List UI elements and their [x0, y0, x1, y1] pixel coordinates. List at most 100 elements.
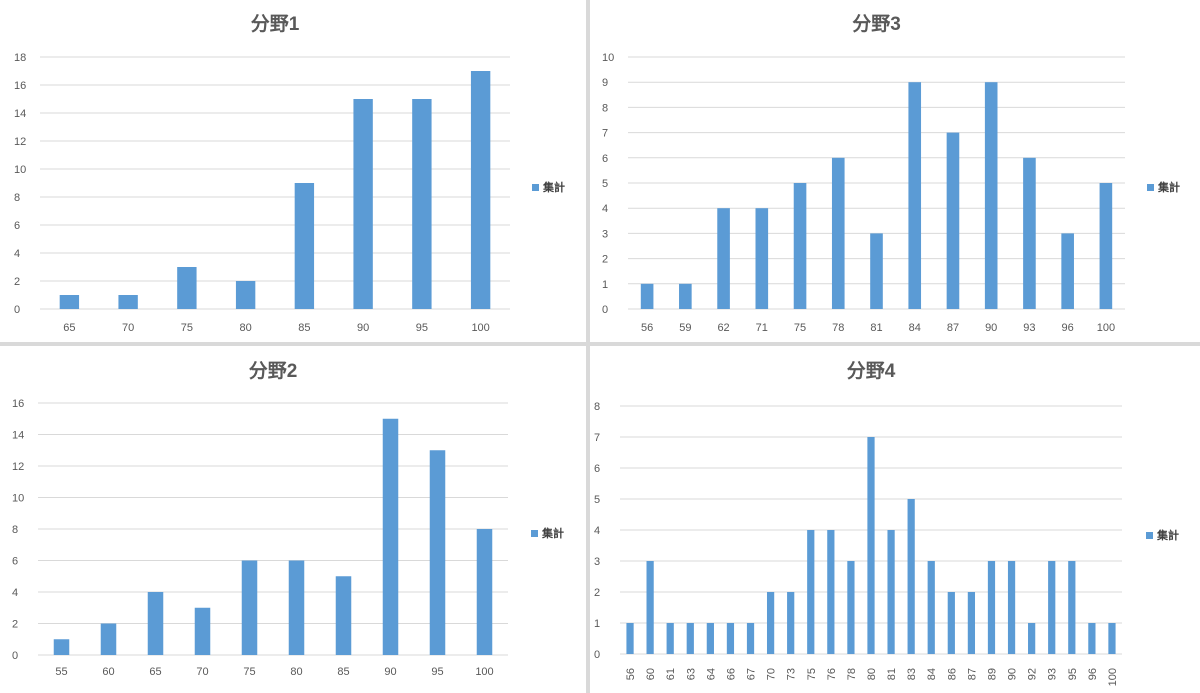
- y-tick-label: 14: [12, 430, 24, 442]
- y-tick-label: 5: [602, 178, 608, 190]
- x-tick-label: 90: [357, 322, 369, 334]
- x-tick-label: 61: [665, 668, 677, 680]
- bar: [946, 132, 960, 309]
- legend-swatch: [1146, 532, 1153, 539]
- bar: [787, 592, 795, 654]
- bar: [887, 530, 895, 654]
- x-tick-label: 56: [625, 668, 637, 680]
- x-tick-label: 70: [196, 666, 208, 678]
- bar: [908, 82, 922, 309]
- x-tick-label: 96: [1087, 668, 1099, 680]
- bar: [335, 576, 352, 655]
- bar: [429, 450, 446, 655]
- bar: [927, 561, 935, 654]
- bar: [907, 499, 915, 654]
- legend-swatch: [1147, 184, 1154, 191]
- x-tick-label: 93: [1023, 322, 1035, 334]
- y-tick-label: 2: [12, 619, 18, 631]
- bar: [666, 623, 674, 654]
- x-tick-label: 66: [725, 668, 737, 680]
- bar: [470, 71, 491, 309]
- bar: [294, 183, 315, 309]
- bar: [382, 418, 399, 655]
- x-tick-label: 56: [641, 322, 653, 334]
- x-tick-label: 55: [55, 666, 67, 678]
- bar: [476, 529, 493, 655]
- y-tick-label: 2: [14, 276, 20, 288]
- x-tick-label: 81: [870, 322, 882, 334]
- bar: [987, 561, 996, 654]
- y-tick-label: 5: [594, 494, 600, 506]
- x-tick-label: 76: [826, 668, 838, 680]
- x-tick-label: 75: [181, 322, 193, 334]
- y-tick-label: 8: [14, 192, 20, 204]
- bar: [706, 623, 714, 654]
- x-tick-label: 80: [240, 322, 252, 334]
- x-tick-label: 64: [705, 668, 717, 680]
- bar: [947, 592, 955, 654]
- chart-title: 分野2: [249, 360, 298, 382]
- bar: [766, 592, 775, 654]
- y-tick-label: 3: [602, 228, 608, 240]
- chart-title: 分野3: [852, 13, 901, 35]
- y-tick-label: 10: [602, 52, 614, 64]
- bar: [147, 592, 164, 655]
- x-tick-label: 100: [1097, 322, 1115, 334]
- bar: [1028, 623, 1036, 654]
- y-tick-label: 4: [594, 525, 600, 537]
- x-tick-label: 65: [63, 322, 75, 334]
- bar: [177, 267, 197, 309]
- chart-panel-2: 分野2 0 2 4 6 8 10 12 14 16 55 60 65 70 75 80 85 90 95 100 集計: [0, 346, 586, 693]
- x-tick-label: 100: [471, 322, 489, 334]
- legend-label: 集計: [1157, 180, 1180, 194]
- y-tick-label: 1: [602, 279, 608, 291]
- x-tick-label: 95: [431, 666, 443, 678]
- bar: [1108, 623, 1116, 654]
- x-tick-label: 60: [102, 666, 114, 678]
- x-tick-label: 96: [1062, 322, 1074, 334]
- y-tick-label: 8: [594, 401, 600, 413]
- x-tick-label: 95: [416, 322, 428, 334]
- x-tick-label: 63: [685, 668, 697, 680]
- bar: [1088, 623, 1096, 654]
- bar: [686, 623, 694, 654]
- y-tick-label: 0: [14, 304, 20, 316]
- x-tick-label: 89: [986, 668, 998, 680]
- bar: [984, 82, 998, 309]
- bar: [235, 281, 256, 309]
- bar: [241, 560, 258, 655]
- x-tick-label: 70: [122, 322, 134, 334]
- legend-swatch: [531, 530, 538, 537]
- x-tick-label: 65: [149, 666, 161, 678]
- legend-label: 集計: [542, 180, 565, 194]
- x-tick-label: 95: [1067, 668, 1079, 680]
- x-tick-label: 87: [966, 668, 978, 680]
- y-tick-label: 18: [14, 52, 26, 64]
- x-tick-label: 67: [746, 668, 758, 680]
- bar: [646, 561, 654, 654]
- y-tick-label: 0: [12, 650, 18, 662]
- x-tick-label: 73: [786, 668, 798, 680]
- y-tick-label: 12: [12, 461, 24, 473]
- x-tick-label: 90: [384, 666, 396, 678]
- y-tick-label: 6: [602, 153, 608, 165]
- y-tick-label: 0: [602, 304, 608, 316]
- y-tick-label: 14: [14, 108, 26, 120]
- y-tick-label: 6: [12, 556, 18, 568]
- x-tick-label: 78: [832, 322, 844, 334]
- x-tick-label: 85: [298, 322, 310, 334]
- bar: [793, 183, 807, 309]
- legend-label: 集計: [541, 526, 564, 540]
- chart-panel-3: 分野3 0 1 2 3 4 5 6 7 8 9 10 56 59 62 71 75 78 81 84 87 90 93 96 1…: [590, 0, 1200, 342]
- bar: [626, 623, 634, 654]
- y-tick-label: 2: [594, 587, 600, 599]
- bar: [1048, 561, 1056, 654]
- chart-title: 分野4: [847, 360, 896, 382]
- y-tick-label: 3: [594, 556, 600, 568]
- x-tick-label: 70: [766, 668, 778, 680]
- y-tick-label: 1: [594, 618, 600, 630]
- bar: [746, 623, 755, 654]
- legend-swatch: [532, 184, 539, 191]
- bar: [1061, 233, 1074, 309]
